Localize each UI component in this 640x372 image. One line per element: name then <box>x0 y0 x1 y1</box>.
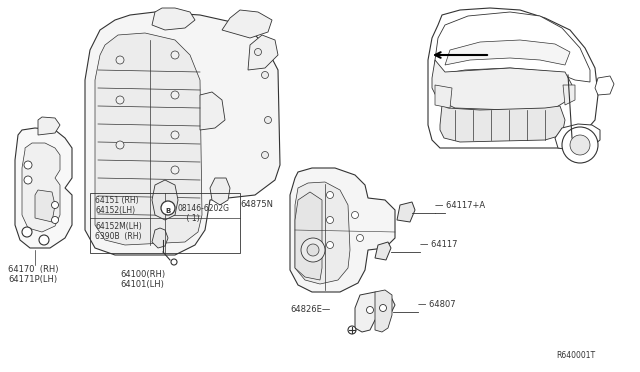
Polygon shape <box>440 105 565 142</box>
Text: 64151 (RH)
64152(LH): 64151 (RH) 64152(LH) <box>95 196 139 215</box>
Text: — 64117: — 64117 <box>420 240 458 249</box>
Circle shape <box>116 141 124 149</box>
Circle shape <box>326 192 333 199</box>
Circle shape <box>39 235 49 245</box>
Text: 64100(RH)
64101(LH): 64100(RH) 64101(LH) <box>120 270 165 289</box>
Polygon shape <box>432 60 572 110</box>
Circle shape <box>171 51 179 59</box>
Text: 64826E—: 64826E— <box>290 305 330 314</box>
Polygon shape <box>210 178 230 205</box>
Polygon shape <box>15 128 72 248</box>
Circle shape <box>262 151 269 158</box>
Circle shape <box>171 91 179 99</box>
Polygon shape <box>595 76 614 95</box>
Circle shape <box>348 326 356 334</box>
Text: — 64117+A: — 64117+A <box>435 201 485 210</box>
Polygon shape <box>428 8 598 148</box>
Circle shape <box>116 56 124 64</box>
Circle shape <box>562 127 598 163</box>
Circle shape <box>264 116 271 124</box>
Polygon shape <box>435 85 452 108</box>
Bar <box>90 193 240 253</box>
Circle shape <box>116 96 124 104</box>
Circle shape <box>570 135 590 155</box>
Polygon shape <box>355 292 395 332</box>
Circle shape <box>262 71 269 78</box>
Circle shape <box>380 305 387 311</box>
Polygon shape <box>445 40 570 65</box>
Circle shape <box>22 227 32 237</box>
Polygon shape <box>222 10 272 38</box>
Text: B: B <box>165 208 171 214</box>
Circle shape <box>171 259 177 265</box>
Circle shape <box>326 217 333 224</box>
Circle shape <box>356 234 364 241</box>
Polygon shape <box>152 228 168 248</box>
Polygon shape <box>22 143 60 232</box>
Circle shape <box>161 201 175 215</box>
Text: 64152M(LH)
6390B  (RH): 64152M(LH) 6390B (RH) <box>95 222 141 241</box>
Circle shape <box>51 202 58 208</box>
Circle shape <box>307 244 319 256</box>
Polygon shape <box>248 35 278 70</box>
Circle shape <box>326 241 333 248</box>
Circle shape <box>301 238 325 262</box>
Circle shape <box>367 307 374 314</box>
Polygon shape <box>152 180 178 220</box>
Text: R640001T: R640001T <box>556 351 595 360</box>
Text: — 64807: — 64807 <box>418 300 456 309</box>
Circle shape <box>24 161 32 169</box>
Polygon shape <box>38 117 60 135</box>
Polygon shape <box>397 202 415 222</box>
Circle shape <box>351 212 358 218</box>
Polygon shape <box>200 92 225 130</box>
Circle shape <box>171 166 179 174</box>
Text: 64170  (RH)
64171P(LH): 64170 (RH) 64171P(LH) <box>8 265 58 285</box>
Polygon shape <box>375 242 391 260</box>
Polygon shape <box>95 33 202 245</box>
Circle shape <box>255 48 262 55</box>
Polygon shape <box>85 12 280 255</box>
Polygon shape <box>435 12 590 82</box>
Polygon shape <box>375 290 392 332</box>
Polygon shape <box>555 124 600 150</box>
Circle shape <box>24 176 32 184</box>
Polygon shape <box>35 190 55 222</box>
Circle shape <box>51 217 58 224</box>
Polygon shape <box>563 85 575 105</box>
Polygon shape <box>290 168 395 292</box>
Circle shape <box>171 131 179 139</box>
Polygon shape <box>295 182 350 284</box>
Polygon shape <box>295 192 322 280</box>
Polygon shape <box>152 8 195 30</box>
Text: 08146-6202G
    ( 1): 08146-6202G ( 1) <box>177 204 229 224</box>
Text: 64875N: 64875N <box>240 200 273 209</box>
